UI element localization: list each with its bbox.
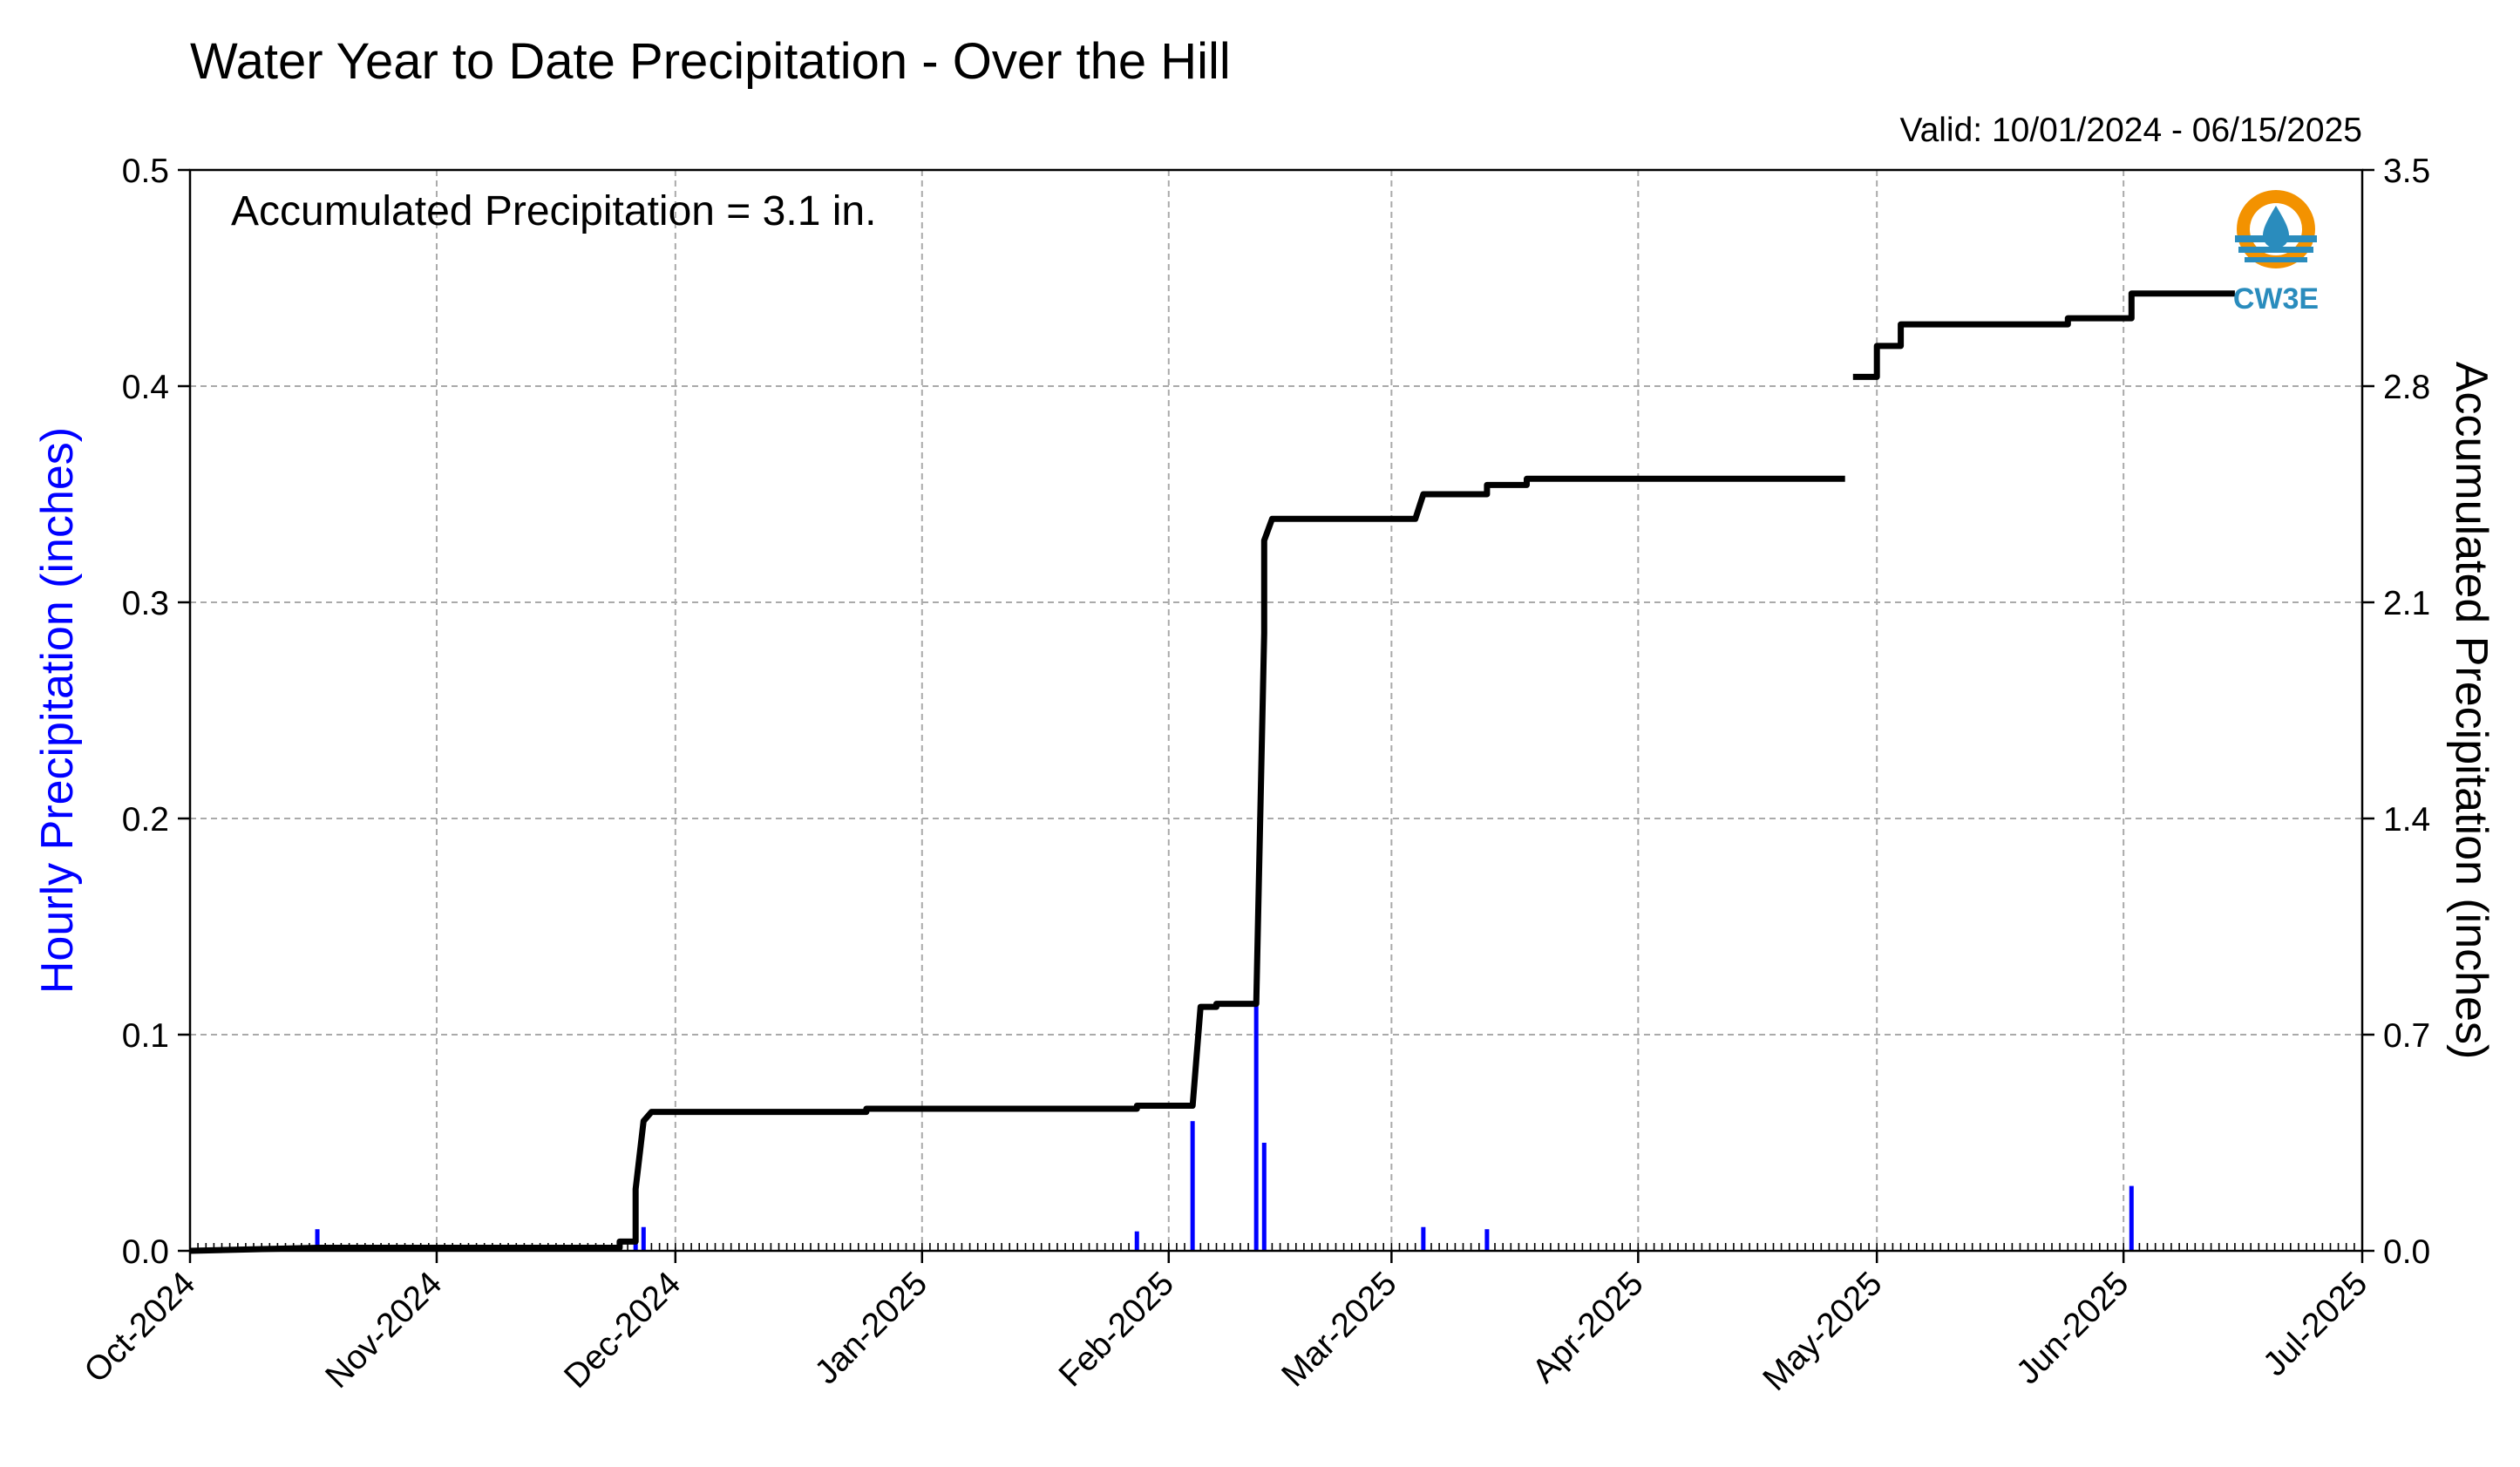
x-tick-label: Nov-2024 xyxy=(318,1265,449,1396)
cw3e-logo: CW3E xyxy=(2233,190,2319,316)
x-tick-label: Mar-2025 xyxy=(1274,1265,1403,1394)
hourly-bar xyxy=(1190,1121,1195,1251)
right-y-axis: 0.0 0.7 1.4 2.1 2.8 3.5 xyxy=(2362,153,2430,1271)
hourly-bar xyxy=(1261,1143,1267,1251)
x-tick-label: Jul-2025 xyxy=(2256,1265,2374,1383)
x-tick-label: Jun-2025 xyxy=(2009,1265,2136,1391)
chart-title: Water Year to Date Precipitation - Over … xyxy=(190,33,1231,90)
left-tick-label: 0.2 xyxy=(122,801,169,839)
hourly-bar xyxy=(1134,1231,1139,1251)
right-tick-label: 0.0 xyxy=(2383,1233,2430,1271)
x-tick-label: Apr-2025 xyxy=(1525,1265,1651,1390)
x-axis: Oct-2024 Nov-2024 Dec-2024 Jan-2025 Feb-2025… xyxy=(78,1251,2374,1398)
grid-lines xyxy=(190,170,2362,1251)
x-tick-label: May-2025 xyxy=(1756,1265,1889,1398)
right-tick-label: 3.5 xyxy=(2383,153,2430,190)
hourly-bar xyxy=(2129,1185,2134,1251)
right-tick-label: 2.1 xyxy=(2383,585,2430,622)
hourly-bar xyxy=(1421,1226,1426,1251)
left-tick-label: 0.1 xyxy=(122,1017,169,1055)
right-y-axis-label: Accumulated Precipitation (inches) xyxy=(2446,362,2496,1060)
x-tick-label: Jan-2025 xyxy=(808,1265,934,1391)
right-tick-label: 2.8 xyxy=(2383,369,2430,406)
left-tick-label: 0.4 xyxy=(122,369,169,406)
hourly-bar xyxy=(1253,1002,1259,1251)
logo-text: CW3E xyxy=(2233,282,2319,316)
accumulated-annotation: Accumulated Precipitation = 3.1 in. xyxy=(231,188,876,234)
x-tick-label: Oct-2024 xyxy=(78,1265,203,1390)
x-tick-label: Feb-2025 xyxy=(1052,1265,1181,1394)
accumulated-line xyxy=(1852,290,2235,380)
plot-frame xyxy=(188,168,2364,1253)
left-y-axis-label: Hourly Precipitation (inches) xyxy=(32,427,83,994)
left-y-axis: 0.0 0.1 0.2 0.3 0.4 0.5 xyxy=(122,153,190,1271)
hourly-precipitation-series xyxy=(315,1002,2134,1251)
hourly-bar xyxy=(315,1229,320,1251)
valid-date-range: Valid: 10/01/2024 - 06/15/2025 xyxy=(1899,112,2362,149)
hourly-bar xyxy=(641,1226,646,1251)
left-tick-label: 0.3 xyxy=(122,585,169,622)
hourly-bar xyxy=(1484,1229,1490,1251)
x-tick-label: Dec-2024 xyxy=(557,1265,688,1396)
accumulated-precipitation-series xyxy=(189,290,2235,1254)
right-tick-label: 1.4 xyxy=(2383,801,2430,839)
left-tick-label: 0.0 xyxy=(122,1233,169,1271)
right-tick-label: 0.7 xyxy=(2383,1017,2430,1055)
accumulated-line xyxy=(189,475,1845,1254)
left-tick-label: 0.5 xyxy=(122,153,169,190)
